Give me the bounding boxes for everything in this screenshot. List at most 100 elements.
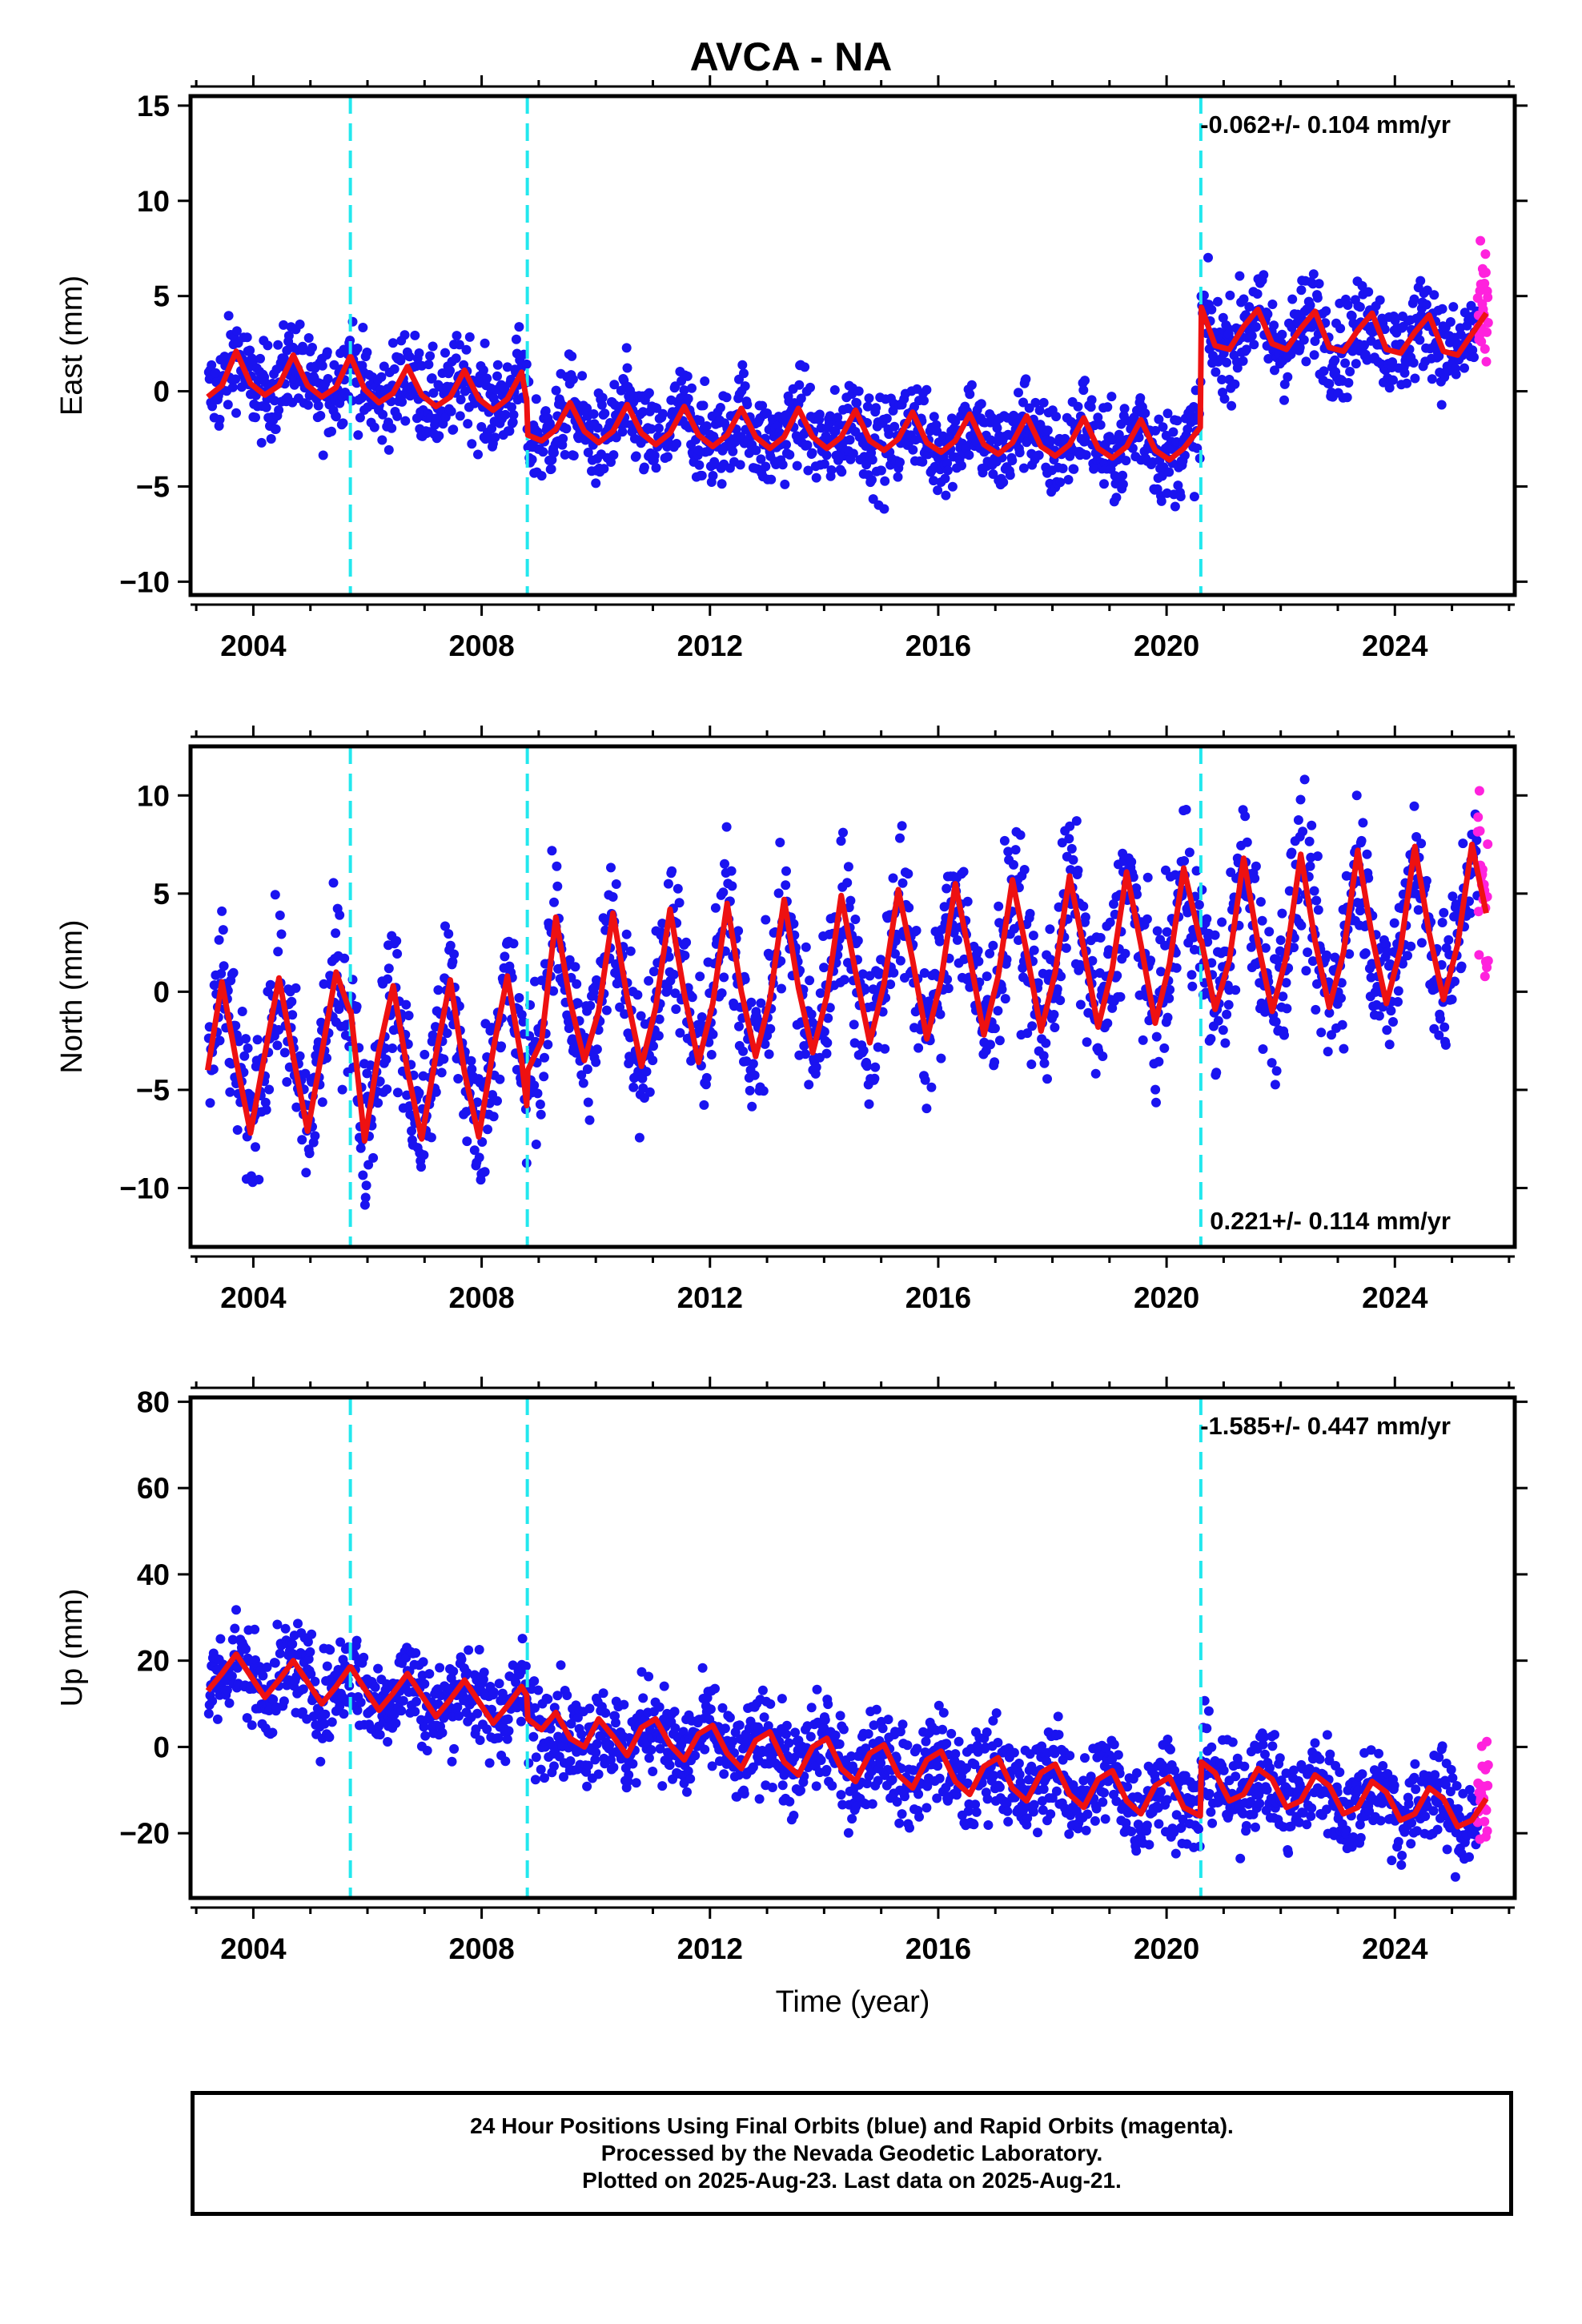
final-orbit-point — [690, 1751, 701, 1761]
final-orbit-point — [527, 454, 537, 464]
final-orbit-point — [670, 1723, 681, 1733]
final-orbit-point — [1235, 271, 1245, 281]
final-orbit-point — [551, 385, 561, 396]
final-orbit-point — [1393, 997, 1403, 1007]
final-orbit-point — [1416, 838, 1427, 849]
final-orbit-point — [328, 878, 339, 888]
final-orbit-point — [1385, 959, 1395, 969]
final-orbit-point — [894, 1818, 905, 1828]
final-orbit-point — [1171, 963, 1182, 973]
final-orbit-point — [424, 360, 434, 370]
final-orbit-point — [1304, 836, 1315, 846]
final-orbit-point — [442, 1028, 452, 1039]
final-orbit-point — [1357, 281, 1367, 291]
final-orbit-point — [483, 1124, 492, 1135]
final-orbit-point — [1099, 479, 1109, 489]
final-orbit-point — [628, 1759, 638, 1769]
final-orbit-point — [536, 975, 547, 986]
final-orbit-point — [391, 1718, 401, 1728]
final-orbit-point — [358, 323, 368, 332]
final-orbit-point — [990, 1057, 1000, 1068]
final-orbit-point — [228, 967, 239, 978]
final-orbit-point — [821, 450, 832, 460]
final-orbit-point — [644, 975, 654, 986]
final-orbit-point — [748, 1059, 758, 1069]
final-orbit-point — [751, 445, 761, 456]
final-orbit-point — [511, 334, 521, 344]
final-orbit-point — [663, 452, 673, 462]
final-orbit-point — [825, 411, 835, 421]
final-orbit-point — [400, 416, 411, 426]
final-orbit-point — [867, 1799, 877, 1809]
final-orbit-point — [1106, 392, 1117, 402]
final-orbit-point — [1336, 978, 1347, 988]
final-orbit-point — [728, 1736, 738, 1747]
final-orbit-point — [611, 879, 621, 889]
final-orbit-point — [444, 929, 454, 939]
final-orbit-point — [862, 1779, 872, 1789]
final-orbit-point — [1175, 492, 1186, 501]
final-orbit-point — [365, 1060, 375, 1071]
final-orbit-point — [942, 883, 952, 894]
final-orbit-point — [215, 1634, 226, 1644]
final-orbit-point — [304, 1148, 315, 1159]
final-orbit-point — [565, 1756, 576, 1766]
rapid-orbit-point — [1480, 249, 1491, 259]
final-orbit-point — [452, 1702, 463, 1712]
final-orbit-point — [518, 1016, 528, 1027]
final-orbit-point — [1033, 978, 1043, 988]
final-orbit-point — [1439, 907, 1449, 918]
final-orbit-point — [608, 1763, 619, 1772]
final-orbit-point — [861, 441, 871, 451]
y-tick-label: −10 — [119, 1172, 170, 1204]
final-orbit-point — [504, 426, 515, 436]
final-orbit-point — [597, 392, 608, 403]
rapid-orbit-point — [1483, 839, 1493, 850]
final-orbit-point — [1408, 358, 1419, 368]
final-orbit-point — [1472, 835, 1482, 846]
final-orbit-point — [1289, 943, 1299, 953]
final-orbit-point — [1181, 805, 1191, 814]
final-orbit-point — [710, 1683, 720, 1694]
final-orbit-point — [890, 949, 900, 959]
final-orbit-point — [889, 421, 900, 432]
final-orbit-point — [260, 1097, 271, 1108]
final-orbit-point — [536, 1764, 546, 1775]
final-orbit-point — [843, 1827, 853, 1838]
final-orbit-point — [734, 1720, 745, 1731]
rapid-orbit-point — [1480, 279, 1490, 288]
final-orbit-point — [520, 1661, 531, 1671]
final-orbit-point — [211, 368, 221, 378]
final-orbit-point — [1029, 945, 1039, 955]
final-orbit-point — [680, 951, 690, 961]
final-orbit-point — [387, 338, 398, 348]
final-orbit-point — [699, 1100, 709, 1110]
final-orbit-point — [436, 1068, 447, 1078]
final-orbit-point — [476, 422, 487, 432]
final-orbit-point — [1251, 861, 1261, 871]
final-orbit-point — [293, 1618, 303, 1629]
final-orbit-point — [591, 1747, 601, 1758]
final-orbit-point — [250, 1624, 260, 1634]
final-orbit-point — [1324, 379, 1335, 389]
final-orbit-point — [1469, 352, 1479, 363]
final-orbit-point — [397, 396, 408, 407]
final-orbit-point — [431, 1022, 440, 1032]
final-orbit-point — [1054, 902, 1064, 912]
final-orbit-point — [255, 353, 265, 364]
final-orbit-point — [387, 423, 397, 433]
final-orbit-point — [1191, 866, 1202, 876]
final-orbit-point — [223, 400, 233, 410]
final-orbit-point — [369, 422, 379, 432]
final-orbit-point — [921, 1803, 932, 1813]
final-orbit-point — [897, 821, 907, 831]
final-orbit-point — [449, 1743, 460, 1754]
final-orbit-point — [592, 1044, 602, 1055]
final-orbit-point — [1279, 379, 1290, 389]
final-orbit-point — [1034, 405, 1045, 416]
final-orbit-point — [733, 926, 744, 936]
rapid-orbit-point — [1480, 971, 1490, 982]
final-orbit-point — [502, 362, 512, 372]
y-tick-label: 5 — [153, 280, 170, 313]
